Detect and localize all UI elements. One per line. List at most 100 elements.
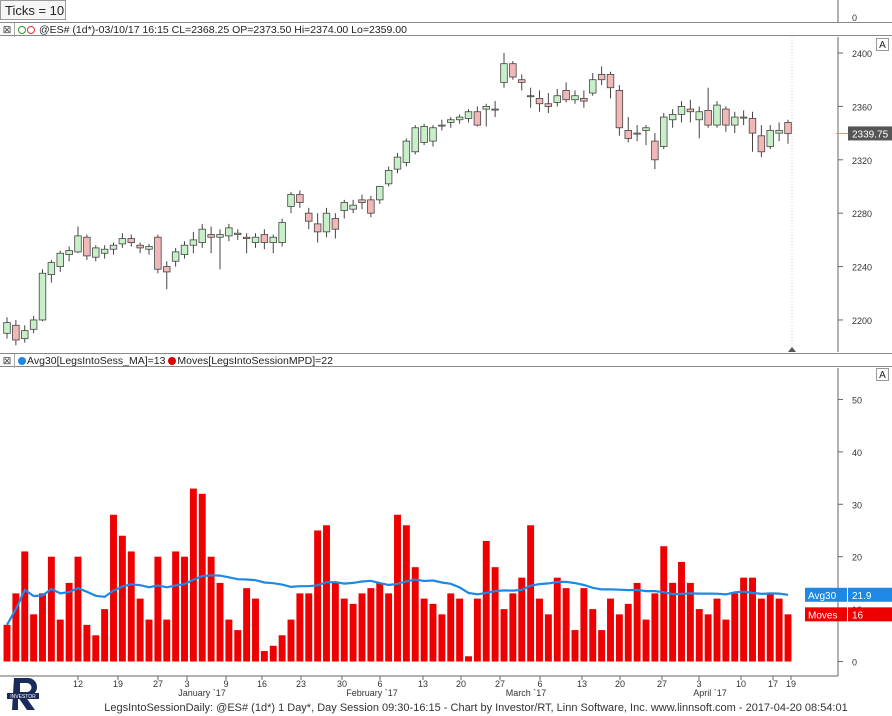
candle: [722, 106, 730, 132]
moves-bar: [3, 624, 11, 662]
moves-bar: [136, 598, 144, 662]
moves-bar: [269, 645, 277, 662]
candle: [154, 234, 162, 274]
candle-body: [766, 130, 774, 147]
candle-body: [438, 124, 446, 127]
candle-body: [251, 236, 260, 243]
x-tick-label: 20: [615, 679, 625, 689]
moves-bar: [465, 656, 472, 662]
candle-body: [420, 126, 428, 143]
candle-body: [305, 212, 313, 222]
series-name-tag-label: Moves: [808, 610, 837, 621]
moves-bar: [420, 598, 428, 662]
moves-series-label: Moves[LegsIntoSessionMPD]=22: [177, 355, 333, 367]
candle: [83, 234, 91, 260]
last-price-label: 2339.75: [852, 129, 889, 140]
moves-bar: [110, 514, 117, 662]
moves-bar: [704, 614, 712, 662]
moves-bar: [651, 593, 659, 662]
candle-body: [695, 111, 703, 121]
candle-body: [784, 122, 792, 134]
x-tick-label: 6: [377, 679, 382, 689]
moves-bar: [447, 593, 455, 662]
investor-rt-logo-icon: INVESTOR: [7, 678, 39, 710]
candle-body: [189, 239, 198, 246]
candle-body: [615, 89, 624, 129]
indicator-autoscale-button[interactable]: A: [876, 368, 889, 381]
candle: [340, 199, 348, 219]
moves-bar: [598, 630, 606, 662]
candle-body: [180, 244, 189, 255]
moves-bar: [39, 593, 46, 662]
moves-bar: [766, 593, 774, 662]
candle: [136, 242, 144, 254]
candle-body: [544, 103, 553, 107]
candle: [633, 125, 641, 142]
price-panel-header: ⊠ @ES# (1d*)-03/10/17 16:15 CL=2368.25 OP…: [0, 22, 892, 37]
candle-body: [331, 218, 340, 230]
candle: [597, 66, 606, 86]
moves-bar: [47, 556, 55, 662]
candle: [518, 74, 526, 91]
x-tick-label: 27: [495, 679, 505, 689]
logo-text: INVESTOR: [10, 694, 36, 700]
candle: [163, 261, 171, 290]
x-tick-label: 12: [73, 679, 83, 689]
candle: [305, 207, 313, 230]
moves-bar: [127, 551, 135, 662]
moves-bar: [536, 598, 543, 662]
candle: [482, 103, 490, 127]
moves-bar: [181, 556, 188, 662]
candle-body: [145, 246, 153, 250]
candle: [677, 101, 686, 123]
moves-bar: [775, 598, 783, 662]
candle-body: [367, 199, 375, 214]
moves-bar: [669, 582, 677, 662]
moves-bar: [527, 525, 535, 662]
down-circle-icon: [27, 26, 35, 34]
up-circle-icon: [18, 26, 26, 34]
candle-body: [447, 119, 455, 123]
candle-body: [242, 236, 251, 239]
moves-bar: [438, 614, 446, 662]
moves-bar: [349, 603, 357, 662]
moves-bar: [500, 609, 508, 662]
candle-body: [278, 222, 286, 243]
candle-body: [402, 140, 411, 163]
moves-bar: [30, 614, 38, 662]
series-value-tag: [848, 587, 892, 602]
candle: [455, 114, 464, 124]
moves-bar: [358, 593, 366, 662]
ticks-label[interactable]: Ticks = 10: [0, 0, 66, 20]
candle: [651, 133, 659, 170]
avg30-line: [6, 574, 789, 626]
candle-body: [296, 194, 304, 203]
candle: [748, 111, 757, 152]
moves-bar: [607, 598, 614, 662]
moves-bar: [340, 598, 348, 662]
moves-bar: [642, 619, 650, 662]
moves-bar: [243, 588, 251, 662]
candle-body: [491, 108, 499, 111]
moves-bar: [518, 577, 526, 662]
price-autoscale-button[interactable]: A: [876, 38, 889, 51]
candle: [447, 117, 455, 128]
candle-body: [29, 319, 38, 330]
candle: [384, 166, 393, 187]
close-price-panel-button[interactable]: ⊠: [0, 23, 15, 37]
candle-body: [651, 140, 659, 161]
x-tick-label: 9: [223, 679, 228, 689]
moves-bar: [145, 619, 153, 662]
candle-body: [722, 108, 730, 126]
moves-bar: [323, 525, 330, 662]
close-indicator-panel-button[interactable]: ⊠: [0, 354, 15, 368]
moves-bar: [740, 577, 748, 662]
investor-rt-logo: INVESTOR: [4, 676, 44, 712]
moves-bar: [234, 630, 242, 662]
candle: [100, 245, 109, 259]
candle: [92, 245, 100, 262]
moves-bar: [287, 619, 295, 662]
candle: [660, 113, 668, 150]
candle-body: [340, 202, 348, 211]
